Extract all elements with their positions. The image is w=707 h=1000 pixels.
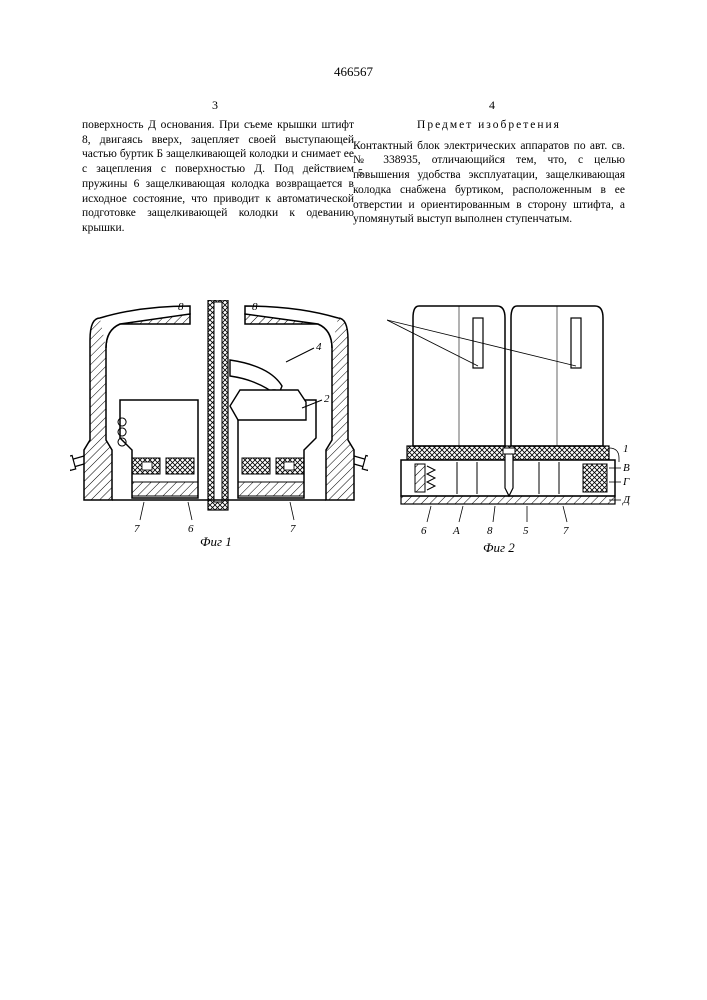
- subject-title: Предмет изобретения: [353, 118, 625, 133]
- callout-6: 6: [188, 523, 194, 535]
- callout-4: 4: [316, 341, 322, 353]
- figure-1: 8 8 4 2: [70, 300, 368, 556]
- figure-2: 1 В Г Д 6 А 8 5 7 Фиг 2: [387, 300, 637, 556]
- callout-7c: 7: [563, 525, 569, 537]
- callout-G: Г: [622, 476, 630, 488]
- callout-5: 5: [523, 525, 529, 537]
- callout-7a: 7: [134, 523, 140, 535]
- callout-8a: 8: [178, 301, 184, 313]
- callout-A: А: [452, 525, 460, 537]
- right-column-number: 4: [489, 98, 495, 113]
- callout-2: 2: [324, 393, 330, 405]
- left-column-text: поверхность Д основания. При съеме крышк…: [82, 118, 354, 236]
- line-marker-5: 5: [358, 168, 363, 179]
- callout-6b: 6: [421, 525, 427, 537]
- callout-8b: 8: [252, 301, 258, 313]
- left-column-number: 3: [212, 98, 218, 113]
- callout-7b: 7: [290, 523, 296, 535]
- callout-8c: 8: [487, 525, 493, 537]
- right-column: Предмет изобретения Контактный блок элек…: [353, 118, 625, 227]
- callout-1: 1: [623, 443, 629, 455]
- callout-B: В: [623, 462, 630, 474]
- fig1-caption: Фиг 1: [200, 534, 232, 549]
- patent-number: 466567: [334, 64, 373, 80]
- callout-D: Д: [622, 494, 631, 506]
- right-column-text: Контактный блок электрических аппаратов …: [353, 139, 625, 227]
- fig2-caption: Фиг 2: [483, 540, 515, 555]
- figures-area: 8 8 4 2: [70, 300, 637, 556]
